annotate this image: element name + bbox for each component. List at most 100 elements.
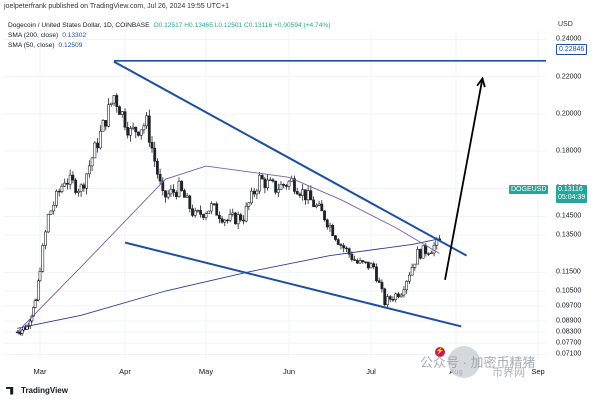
candle-down <box>347 248 351 255</box>
candle-up <box>32 307 35 317</box>
watermark-logo <box>448 346 480 378</box>
candle-up <box>120 111 124 115</box>
candle-up <box>429 252 433 255</box>
candle-down <box>183 190 186 198</box>
candle-up <box>131 126 135 129</box>
candle-up <box>46 214 50 233</box>
last-price-tag: 0.13116 05:04:39 <box>556 185 588 203</box>
candle-down <box>295 191 299 195</box>
candle-down <box>188 195 192 209</box>
candle-down <box>427 253 430 255</box>
candle-up <box>166 193 170 198</box>
candle-down <box>74 179 78 193</box>
watermark-text: 公众号 · 加密币精猪 <box>420 355 536 370</box>
candle-down <box>252 190 256 195</box>
candle-down <box>260 175 264 180</box>
candle-down <box>137 131 140 136</box>
x-tick-label: May <box>198 367 214 376</box>
candle-up <box>407 274 411 282</box>
bolt-icon[interactable]: ⚡ <box>435 347 445 357</box>
candle-down <box>377 280 381 283</box>
candle-up <box>36 280 40 301</box>
candle-down <box>153 147 157 162</box>
candle-up <box>129 128 132 136</box>
candle-down <box>220 218 224 223</box>
candle-up <box>432 245 436 254</box>
candle-up <box>185 195 189 198</box>
candle-down <box>147 115 151 143</box>
candle-down <box>180 180 184 191</box>
candle-up <box>394 293 398 301</box>
arrow-head <box>476 76 486 88</box>
candle-down <box>342 245 346 249</box>
candle-up <box>279 183 283 190</box>
candle-up <box>79 184 83 192</box>
candle-down <box>234 212 237 225</box>
candle-down <box>271 179 275 182</box>
currency-label: USD <box>558 21 573 28</box>
candle-down <box>134 126 138 133</box>
candle-up <box>33 299 37 308</box>
candle-down <box>212 203 216 205</box>
candle-down <box>161 180 165 192</box>
tradingview-logo: TradingView <box>6 386 68 395</box>
candle-down <box>118 106 121 115</box>
candle-down <box>334 235 337 240</box>
x-tick-label: Jul <box>366 367 376 376</box>
candle-up <box>402 289 406 296</box>
candle-up <box>63 182 67 187</box>
y-tick-label: 0.18000 <box>556 147 582 155</box>
y-tick-label: 0.24000 <box>556 35 582 43</box>
y-tick-label: 0.07700 <box>556 339 582 347</box>
candle-up <box>223 219 227 223</box>
y-tick-label: 0.09700 <box>556 302 582 310</box>
y-tick-label: 0.08900 <box>556 317 582 325</box>
candle-up <box>268 179 272 181</box>
candle-down <box>361 260 365 263</box>
candle-up <box>55 190 58 206</box>
y-tick-label: 0.20000 <box>556 110 582 118</box>
legend-sma50-row[interactable]: SMA (50, close) 0.12509 <box>8 41 330 51</box>
candle-up <box>399 294 403 298</box>
candle-up <box>244 205 248 222</box>
candle-up <box>169 189 173 195</box>
projection-arrow <box>444 78 484 280</box>
candle-up <box>314 204 318 208</box>
y-tick-label: 0.13500 <box>556 231 582 239</box>
candle-down <box>164 190 167 198</box>
candle-down <box>284 185 288 187</box>
candle-down <box>174 192 178 197</box>
x-tick-label: Apr <box>119 367 131 376</box>
ohlc-values: O0.12517 H0.13465 L0.12501 C0.13116 +0.0… <box>153 22 331 29</box>
candle-up <box>287 180 291 187</box>
candle-up <box>258 175 261 192</box>
candle-down <box>339 244 343 246</box>
candle-down <box>391 298 395 301</box>
candle-down <box>325 219 329 228</box>
candle-up <box>421 245 425 259</box>
legend-sma200-row[interactable]: SMA (200, close) 0.13302 <box>8 31 330 41</box>
candle-down <box>263 178 267 189</box>
candle-up <box>369 263 373 269</box>
candle-down <box>158 173 162 182</box>
candle-down <box>282 183 286 186</box>
candle-down <box>364 261 367 263</box>
candle-down <box>298 193 302 196</box>
candle-down <box>57 190 61 193</box>
price-chart[interactable] <box>0 0 548 360</box>
candle-down <box>126 126 130 136</box>
candle-up <box>358 260 362 264</box>
candle-up <box>20 329 24 334</box>
sma200-label: SMA (200, close) <box>8 32 59 39</box>
candle-up <box>139 129 143 136</box>
candle-down <box>226 219 229 222</box>
candle-down <box>172 189 176 193</box>
countdown-value: 05:04:39 <box>558 194 586 201</box>
candle-up <box>386 296 389 306</box>
candle-up <box>177 180 181 197</box>
candle-up <box>35 299 39 302</box>
candle-down <box>355 260 359 264</box>
candle-down <box>150 142 154 149</box>
legend-symbol-row[interactable]: Dogecoin / United States Dollar, 1D, COI… <box>8 21 330 31</box>
